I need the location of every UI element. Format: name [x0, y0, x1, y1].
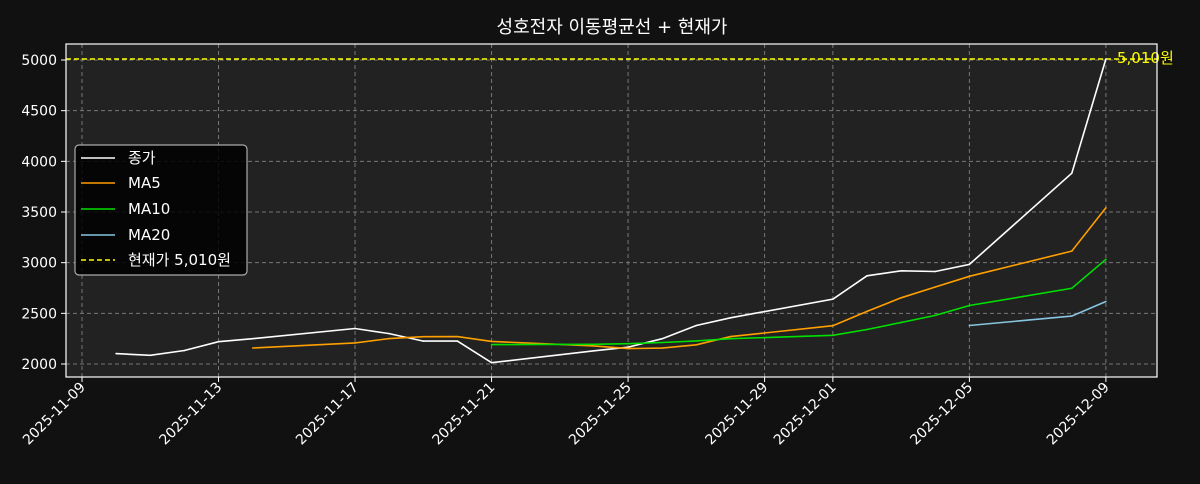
data-point	[490, 343, 493, 346]
data-point	[1070, 172, 1073, 174]
y-tick-label: 2000	[21, 357, 57, 373]
data-point	[593, 345, 595, 347]
current-price-label: 5,010원	[1117, 49, 1174, 67]
chart-title: 성호전자 이동평균선 + 현재가	[497, 17, 728, 38]
data-point	[832, 298, 834, 300]
x-tick-label: 2025-11-25	[566, 380, 635, 449]
data-point	[695, 344, 698, 346]
data-point	[1070, 315, 1073, 317]
data-point	[661, 341, 664, 344]
data-point	[627, 346, 629, 348]
data-point	[115, 352, 117, 355]
data-point	[183, 349, 186, 352]
data-point	[934, 286, 937, 288]
data-point	[900, 297, 902, 299]
x-tick-label: 2025-11-21	[430, 380, 499, 449]
data-point	[490, 340, 493, 343]
data-point	[251, 337, 254, 340]
x-tick-label: 2025-11-29	[703, 380, 772, 449]
data-point	[968, 263, 971, 266]
data-point	[593, 350, 595, 352]
data-point	[217, 340, 220, 343]
data-point	[593, 343, 595, 346]
data-point	[627, 347, 629, 350]
data-point	[729, 316, 732, 319]
data-point	[422, 335, 425, 338]
data-point	[1105, 58, 1107, 60]
y-tick-label: 3000	[21, 256, 57, 272]
x-tick-label: 2025-12-01	[771, 380, 840, 449]
data-point	[456, 340, 459, 342]
series-line-MA5	[252, 207, 1107, 350]
data-point	[934, 270, 937, 273]
data-point	[866, 275, 868, 277]
legend-label-current-price: 현재가 5,010원	[128, 251, 231, 269]
data-point	[729, 337, 732, 340]
y-tick-label: 3500	[21, 205, 57, 221]
data-point	[149, 354, 152, 357]
data-point	[866, 328, 868, 331]
x-tick-label: 2025-11-09	[20, 380, 89, 449]
data-point	[900, 269, 902, 272]
data-point	[1070, 287, 1073, 290]
data-point	[729, 335, 732, 338]
legend-label-ma20: MA20	[128, 226, 170, 244]
y-tick-label: 5000	[21, 53, 57, 69]
data-point	[968, 304, 971, 307]
data-point	[422, 340, 425, 342]
data-point	[695, 324, 698, 327]
data-point	[1105, 206, 1107, 209]
x-tick-label: 2025-12-09	[1044, 380, 1113, 449]
legend-label-ma10: MA10	[128, 200, 170, 218]
data-point	[1070, 250, 1073, 252]
data-point	[866, 310, 868, 313]
data-point	[251, 347, 254, 349]
data-point	[354, 327, 356, 330]
data-point	[695, 340, 698, 342]
series-line-종가	[116, 58, 1107, 364]
data-point	[661, 337, 664, 340]
legend-label-close: 종가	[128, 149, 156, 167]
data-point	[1105, 258, 1107, 261]
x-tick-label: 2025-11-17	[293, 380, 362, 449]
data-point	[354, 342, 356, 344]
data-point	[1105, 300, 1107, 303]
data-point	[388, 332, 390, 335]
data-point	[832, 334, 834, 337]
data-point	[968, 324, 971, 327]
plot-frame	[65, 43, 1158, 378]
plot-area	[66, 44, 1157, 377]
y-tick-label: 2500	[21, 306, 57, 322]
data-point	[900, 321, 902, 324]
data-point	[627, 342, 629, 345]
data-point	[832, 324, 834, 327]
legend-label-ma5: MA5	[128, 174, 161, 192]
data-point	[490, 361, 493, 364]
data-point	[661, 347, 664, 349]
data-point	[456, 335, 459, 338]
y-tick-label: 4500	[21, 104, 57, 120]
data-point	[968, 275, 971, 278]
data-point	[388, 337, 390, 340]
legend: 종가 MA5 MA10 MA20 현재가 5,010원	[74, 144, 248, 276]
x-tick-label: 2025-12-05	[907, 380, 976, 449]
data-point	[934, 314, 937, 317]
y-tick-label: 4000	[21, 154, 57, 170]
x-tick-label: 2025-11-13	[156, 380, 225, 449]
